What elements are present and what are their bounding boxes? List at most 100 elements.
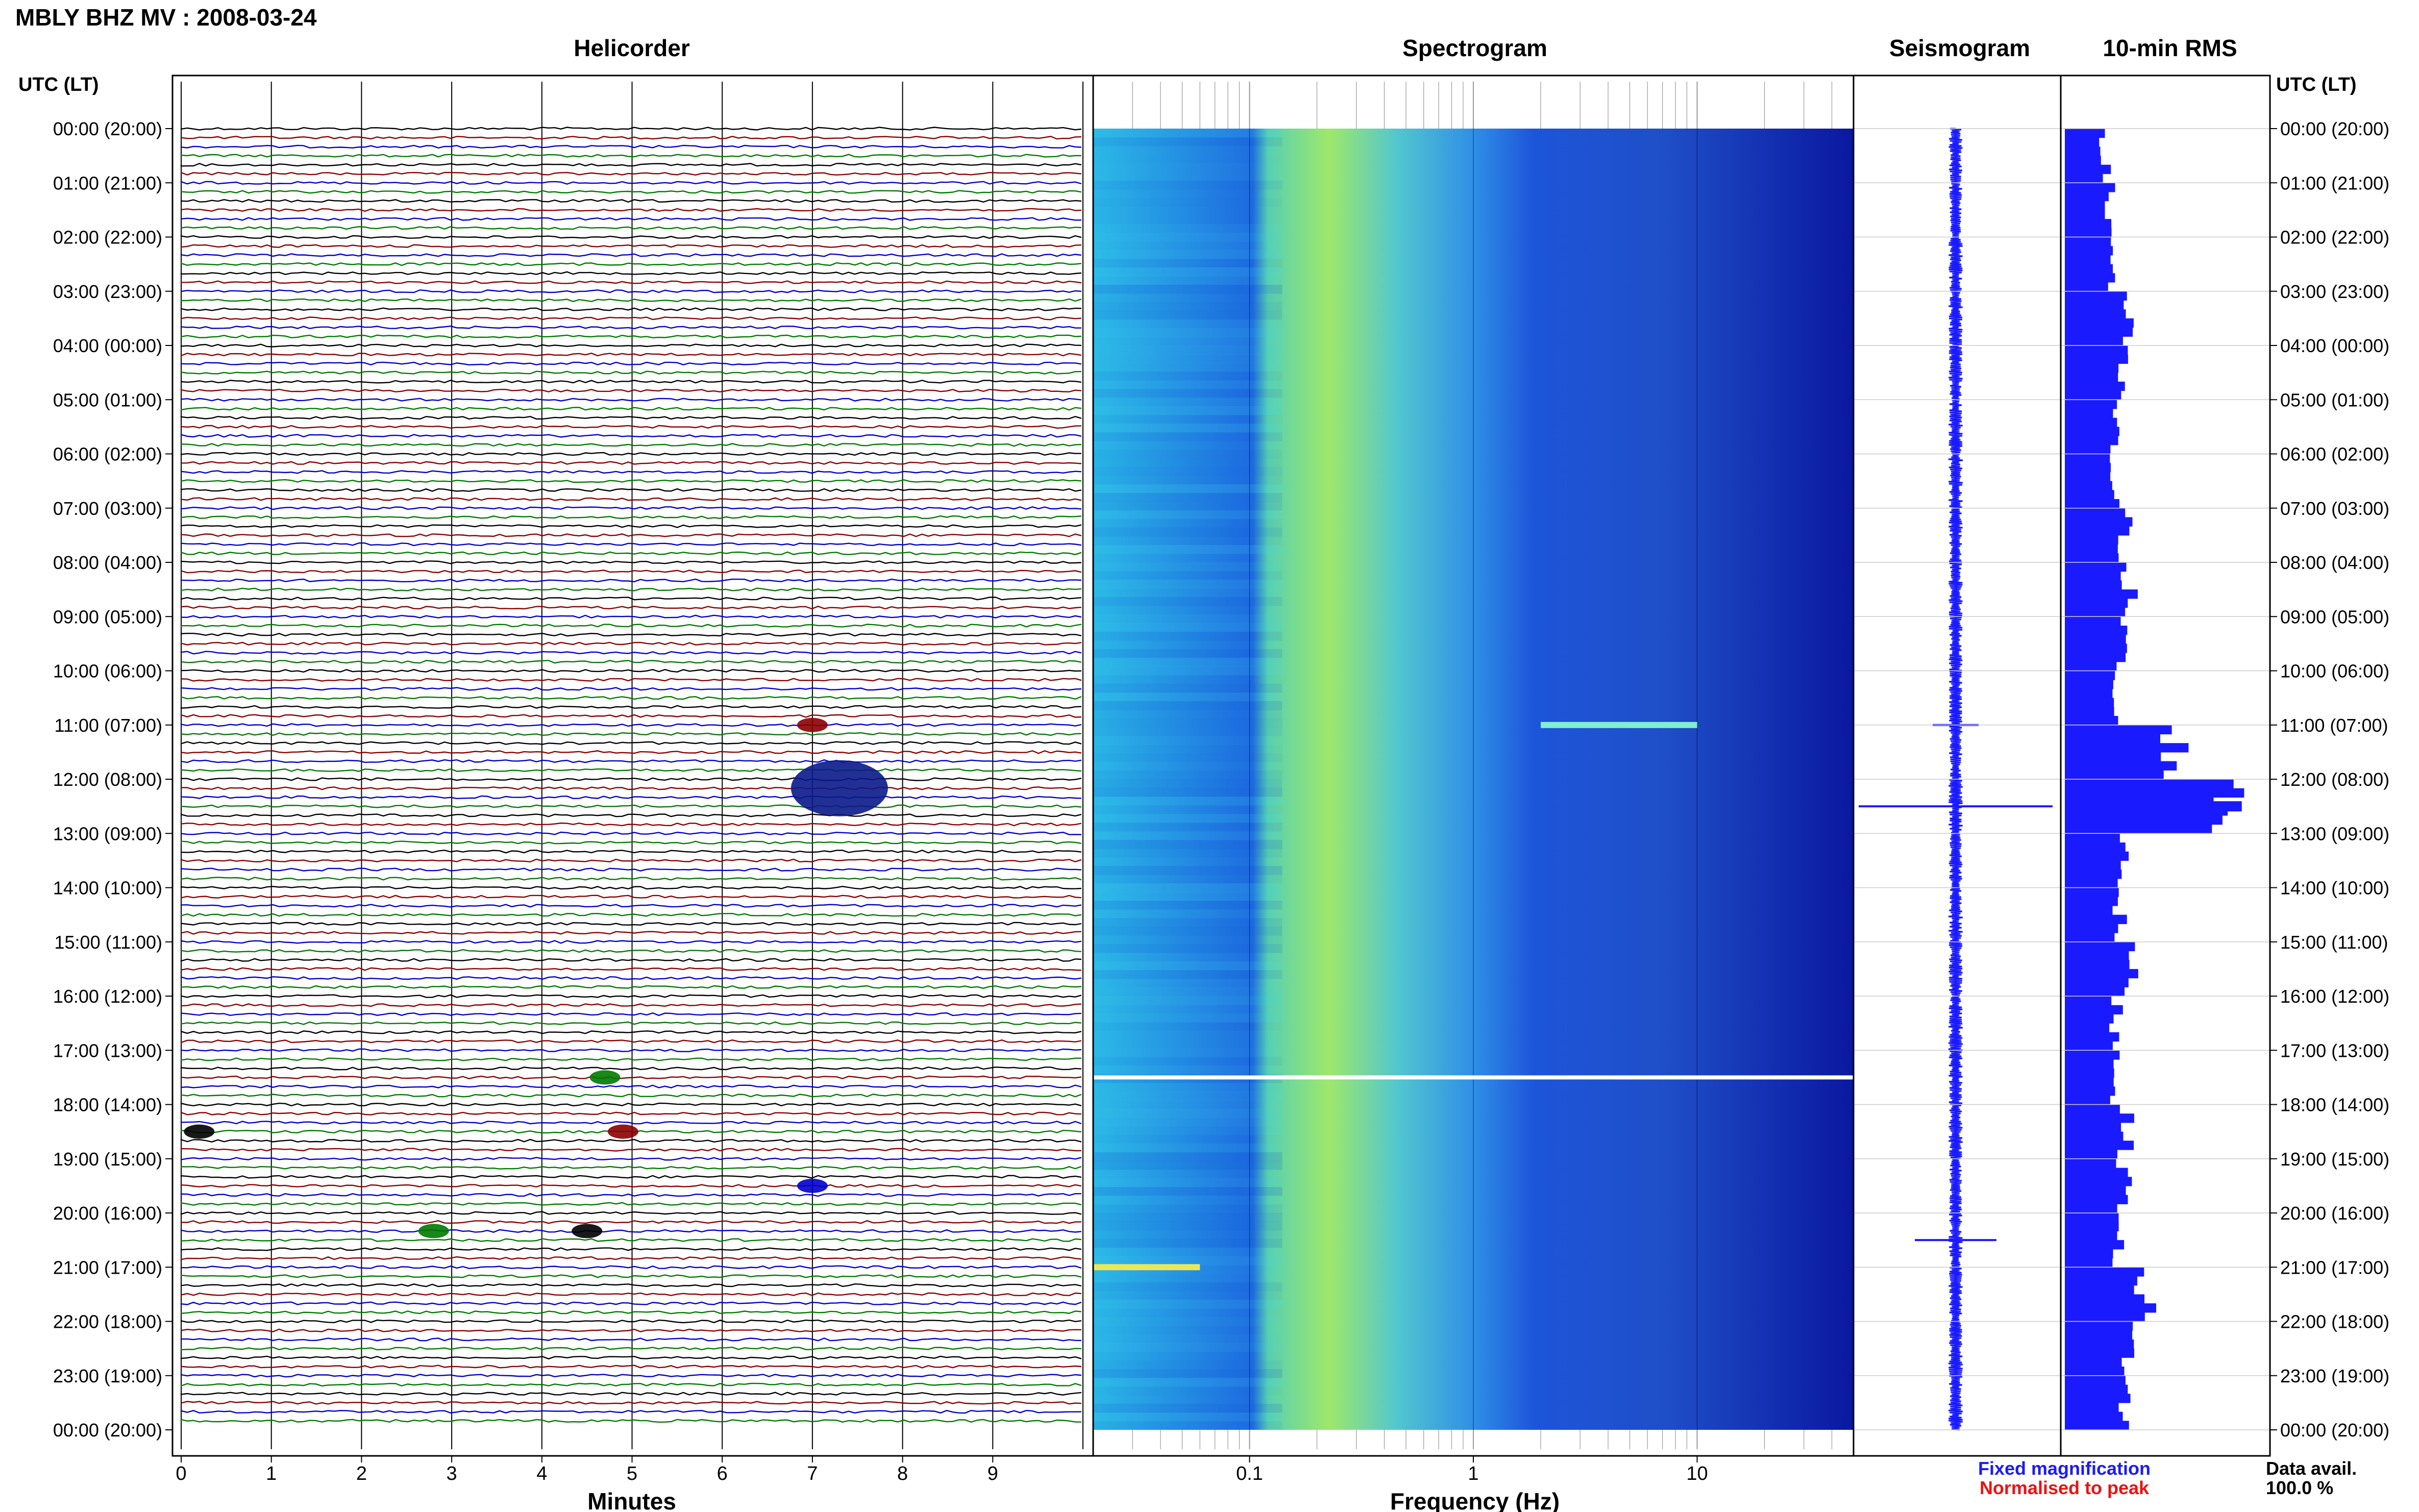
helicorder-trace — [180, 551, 1082, 555]
spectrogram-row — [1093, 380, 1282, 389]
time-label-right: 23:00 (19:00) — [2280, 1366, 2389, 1386]
helicorder-trace — [180, 280, 1082, 284]
helicorder-trace — [180, 1247, 1082, 1251]
spectrogram-row — [1093, 345, 1282, 355]
helicorder-trace — [180, 506, 1082, 510]
helicorder-trace — [180, 1030, 1082, 1034]
spectrogram-row — [1093, 658, 1282, 667]
spectrogram-row — [1093, 1421, 1282, 1430]
helicorder-trace — [180, 804, 1082, 808]
spectrogram-row — [1093, 909, 1282, 919]
helicorder-trace — [180, 181, 1082, 185]
time-label-left: 03:00 (23:00) — [53, 281, 162, 302]
helicorder-trace — [181, 660, 1082, 664]
helicorder-trace — [180, 768, 1082, 772]
helicorder-trace — [180, 1265, 1082, 1269]
helicorder-trace — [180, 840, 1082, 845]
seismogram-panel — [1854, 128, 2061, 1431]
time-label-right: 02:00 (22:00) — [2280, 227, 2389, 248]
spectrogram-row — [1093, 649, 1282, 658]
rms-frame — [2060, 75, 2271, 1457]
helicorder-trace — [180, 1419, 1081, 1423]
spectrogram-row — [1093, 354, 1282, 363]
spectrogram-row — [1093, 371, 1282, 381]
spectrogram-row — [1093, 1300, 1282, 1309]
rms-bar — [2065, 373, 2118, 382]
helicorder-trace — [180, 271, 1082, 276]
spectrogram-row — [1093, 840, 1282, 849]
helicorder-trace — [180, 361, 1082, 366]
rms-bar — [2065, 264, 2113, 274]
spectrogram-row — [1093, 1291, 1282, 1300]
rms-bar — [2065, 941, 2135, 952]
rms-bar — [2065, 680, 2113, 689]
spectrogram-row — [1093, 1057, 1282, 1066]
helicorder-trace — [180, 470, 1082, 474]
spectrogram-row — [1093, 1213, 1282, 1222]
normalised-to-peak-label: Normalised to peak — [1980, 1477, 2150, 1498]
helicorder-trace — [180, 1057, 1081, 1061]
rms-bar — [2065, 183, 2115, 192]
helicorder-trace — [180, 1157, 1082, 1161]
rms-bar — [2065, 1339, 2134, 1349]
helicorder-trace — [180, 560, 1082, 564]
helicorder-trace — [180, 316, 1082, 320]
rms-bar — [2065, 246, 2113, 256]
spectrogram-row — [1093, 944, 1282, 953]
spectrogram-row — [1093, 319, 1282, 329]
helicorder-trace — [180, 452, 1081, 456]
spectrogram-row — [1093, 588, 1282, 598]
spectrogram-row — [1093, 536, 1282, 546]
spectrogram-row — [1093, 1369, 1282, 1378]
spectrogram-row — [1093, 250, 1282, 259]
rms-bar — [2065, 129, 2105, 138]
rms-bar — [2065, 1294, 2144, 1304]
helicorder-event — [791, 760, 888, 816]
spectrogram-row — [1093, 814, 1282, 823]
rms-bar — [2065, 671, 2115, 680]
rms-bar — [2065, 1321, 2133, 1331]
helicorder-trace — [180, 949, 1082, 953]
spectrogram-row — [1093, 580, 1282, 589]
helicorder-trace — [180, 741, 1082, 745]
spectrogram-row — [1093, 875, 1282, 884]
spectrogram-row — [1093, 692, 1282, 702]
time-label-left: 23:00 (19:00) — [53, 1366, 162, 1386]
rms-bar — [2065, 1367, 2125, 1376]
rms-bar — [2065, 156, 2101, 165]
spectrogram-row — [1093, 415, 1282, 424]
data-avail-value: 100.0 % — [2266, 1477, 2333, 1498]
rms-bar — [2065, 228, 2112, 238]
rms-bar — [2065, 815, 2223, 825]
spectrogram-row — [1093, 311, 1282, 320]
spectrogram-row — [1093, 450, 1282, 459]
helicorder-trace — [180, 407, 1082, 411]
helicorder-trace — [180, 144, 1082, 149]
spectrogram-row — [1093, 727, 1282, 736]
rms-bar — [2065, 1357, 2122, 1367]
spectrogram-row — [1093, 562, 1282, 572]
rms-bar — [2065, 725, 2172, 735]
spectrogram-row — [1093, 953, 1282, 962]
helicorder-trace — [180, 786, 1082, 790]
data-avail-label: Data avail. — [2266, 1458, 2357, 1479]
frequency-tick-label: 0.1 — [1236, 1463, 1263, 1484]
helicorder-trace — [180, 1319, 1082, 1324]
spectrogram-panel — [1093, 82, 1854, 1449]
helicorder-trace — [180, 605, 1082, 610]
helicorder-trace — [180, 217, 1082, 221]
time-label-right: 17:00 (13:00) — [2280, 1040, 2389, 1061]
rms-bar — [2065, 192, 2109, 202]
spectrogram-row — [1093, 762, 1282, 771]
helicorder-trace — [180, 1337, 1082, 1342]
spectrogram-row — [1093, 458, 1282, 467]
rms-bar — [2065, 1231, 2117, 1241]
helicorder-trace — [180, 199, 1082, 203]
helicorder-trace — [180, 569, 1082, 574]
helicorder-trace — [180, 524, 1082, 528]
rms-bar — [2065, 526, 2130, 536]
spectrogram-row — [1093, 684, 1282, 693]
spectrogram-row — [1093, 918, 1282, 927]
time-label-left: 00:00 (20:00) — [53, 118, 162, 139]
